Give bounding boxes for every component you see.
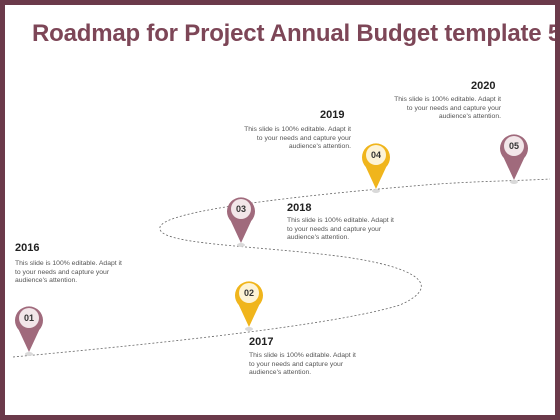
milestone-description-2016: This slide is 100% editable. Adapt it to… xyxy=(15,260,122,285)
pin-number: 01 xyxy=(24,313,34,323)
pin-center xyxy=(366,145,386,165)
pin-shadow xyxy=(372,189,380,193)
milestone-pin-04: 04 xyxy=(361,143,391,193)
pin-number: 05 xyxy=(509,141,519,151)
milestone-description-2017: This slide is 100% editable. Adapt it to… xyxy=(249,352,356,377)
milestone-year-2020: 2020 xyxy=(471,80,496,92)
roadmap-path xyxy=(12,178,551,358)
milestone-pin-01: 01 xyxy=(15,306,44,356)
page-title: Roadmap for Project Annual Budget templa… xyxy=(32,20,560,47)
milestone-year-2018: 2018 xyxy=(287,202,312,214)
milestone-description-2020: This slide is 100% editable. Adapt it to… xyxy=(394,96,501,121)
pin-number: 03 xyxy=(236,204,246,214)
pin-center xyxy=(231,199,251,219)
milestone-year-2017: 2017 xyxy=(249,336,274,348)
milestone-description-2019: This slide is 100% editable. Adapt it to… xyxy=(244,126,351,151)
roadmap-diagram: 01 02 03 04 05 xyxy=(12,134,551,358)
pin-shadow xyxy=(25,352,33,356)
pin-shadow xyxy=(237,243,245,247)
milestone-pin-02: 02 xyxy=(235,281,263,331)
milestone-year-2016: 2016 xyxy=(15,242,40,254)
milestone-pin-03: 03 xyxy=(227,197,256,247)
pin-center xyxy=(504,136,524,156)
pin-number: 02 xyxy=(244,288,254,298)
milestone-pin-05: 05 xyxy=(499,134,528,184)
pin-number: 04 xyxy=(371,150,381,160)
milestone-description-2018: This slide is 100% editable. Adapt it to… xyxy=(287,217,394,242)
milestone-year-2019: 2019 xyxy=(320,109,345,121)
pin-center xyxy=(239,283,259,303)
pin-center xyxy=(19,308,39,328)
pin-shadow xyxy=(510,180,518,184)
pin-shadow xyxy=(245,327,253,331)
